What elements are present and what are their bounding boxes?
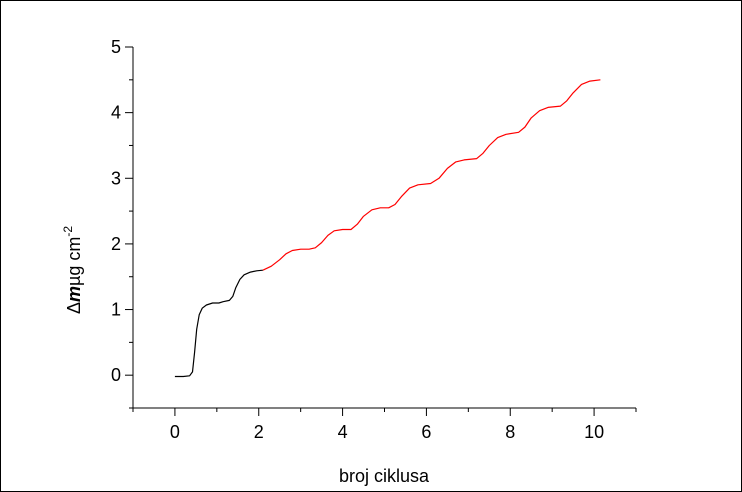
series-layer — [174, 79, 601, 378]
y-axis-title-exponent: -2 — [61, 226, 75, 237]
x-tick-label: 6 — [421, 422, 431, 442]
x-tick-label: 2 — [254, 422, 264, 442]
y-axis-title: Δmµg cm-2 — [61, 226, 84, 314]
y-tick-label: 5 — [111, 37, 121, 57]
y-tick-label: 4 — [111, 103, 121, 123]
series-line-2 — [262, 79, 601, 271]
x-axis-title: broj ciklusa — [339, 466, 430, 486]
x-tick-label: 8 — [505, 422, 515, 442]
y-tick-label: 0 — [111, 365, 121, 385]
y-tick-label: 2 — [111, 234, 121, 254]
y-tick-label: 1 — [111, 300, 121, 320]
y-axis-title-m: m — [64, 286, 84, 302]
y-axis-title-delta: Δ — [64, 302, 84, 314]
y-tick-label: 3 — [111, 168, 121, 188]
x-tick-label: 4 — [338, 422, 348, 442]
y-axis-title-unit: µg cm — [64, 237, 84, 286]
series-line-1 — [174, 269, 263, 378]
axis-labels: broj ciklusa Δmµg cm-2 — [61, 226, 430, 486]
axes: 0 2 4 6 8 10 0 1 2 3 4 5 — [111, 37, 637, 442]
x-tick-label: 0 — [170, 422, 180, 442]
x-tick-label: 10 — [584, 422, 604, 442]
